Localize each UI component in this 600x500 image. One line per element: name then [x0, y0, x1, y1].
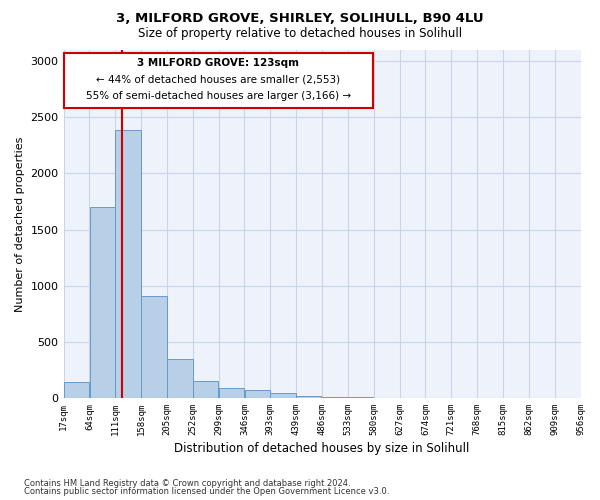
Bar	[89, 207, 115, 398]
Bar	[193, 380, 218, 398]
Bar	[296, 396, 322, 398]
Text: 55% of semi-detached houses are larger (3,166) →: 55% of semi-detached houses are larger (…	[86, 91, 351, 101]
Bar	[115, 130, 141, 398]
Text: 3, MILFORD GROVE, SHIRLEY, SOLIHULL, B90 4LU: 3, MILFORD GROVE, SHIRLEY, SOLIHULL, B90…	[116, 12, 484, 26]
Text: 3 MILFORD GROVE: 123sqm: 3 MILFORD GROVE: 123sqm	[137, 58, 299, 68]
Text: Contains HM Land Registry data © Crown copyright and database right 2024.: Contains HM Land Registry data © Crown c…	[24, 478, 350, 488]
Y-axis label: Number of detached properties: Number of detached properties	[15, 136, 25, 312]
Text: Size of property relative to detached houses in Solihull: Size of property relative to detached ho…	[138, 28, 462, 40]
Text: Contains public sector information licensed under the Open Government Licence v3: Contains public sector information licen…	[24, 487, 389, 496]
Bar	[245, 390, 270, 398]
Bar	[64, 382, 89, 398]
X-axis label: Distribution of detached houses by size in Solihull: Distribution of detached houses by size …	[175, 442, 470, 455]
Text: ← 44% of detached houses are smaller (2,553): ← 44% of detached houses are smaller (2,…	[96, 74, 340, 85]
Bar	[322, 397, 347, 398]
Bar	[271, 394, 296, 398]
Bar	[167, 359, 193, 398]
Bar	[64, 54, 373, 108]
Bar	[219, 388, 244, 398]
Bar	[141, 296, 167, 398]
